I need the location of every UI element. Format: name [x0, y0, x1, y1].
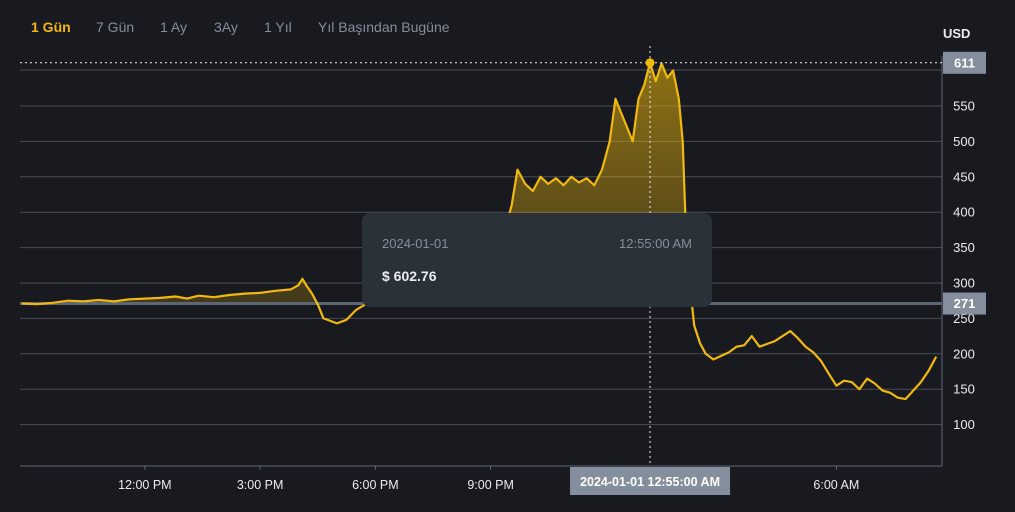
x-tick-5: 6:00 AM: [813, 478, 859, 492]
tooltip-time: 12:55:00 AM: [619, 236, 692, 251]
y-tick-300: 300: [953, 276, 975, 291]
hover-point: [645, 58, 655, 68]
y-tick-450: 450: [953, 169, 975, 184]
y-tick-200: 200: [953, 346, 975, 361]
price-tooltip: 2024-01-01 12:55:00 AM $ 602.76: [362, 213, 712, 307]
y-tick-400: 400: [953, 205, 975, 220]
max-price-badge: 611: [954, 55, 975, 70]
y-tick-250: 250: [953, 311, 975, 326]
tab-1-month[interactable]: 1 Ay: [160, 19, 187, 35]
tab-7-days[interactable]: 7 Gün: [96, 19, 135, 35]
tab-1-year[interactable]: 1 Yıl: [264, 19, 292, 35]
tooltip-date: 2024-01-01: [382, 236, 449, 251]
y-tick-150: 150: [953, 382, 975, 397]
baseline-price-badge-box: [943, 292, 986, 315]
baseline-price-badge: 271: [954, 296, 976, 311]
x-tick-0: 12:00 PM: [118, 478, 172, 492]
tab-3-months[interactable]: 3Ay: [214, 19, 238, 35]
tab-1-day[interactable]: 1 Gün: [31, 19, 71, 35]
y-tick-550: 550: [953, 99, 975, 114]
x-tick-3: 9:00 PM: [467, 478, 514, 492]
y-tick-500: 500: [953, 134, 975, 149]
y-tick-350: 350: [953, 240, 975, 255]
currency-label: USD: [943, 26, 971, 41]
tooltip-price: $ 602.76: [382, 268, 437, 284]
x-tick-1: 3:00 PM: [237, 478, 284, 492]
x-tick-2: 6:00 PM: [352, 478, 399, 492]
hover-time-badge: 2024-01-01 12:55:00 AM: [580, 475, 720, 489]
y-tick-100: 100: [953, 417, 975, 432]
hover-time-badge-box: [570, 467, 731, 495]
max-price-badge-box: [943, 51, 986, 74]
tab-year-to-date[interactable]: Yıl Başından Bugüne: [318, 19, 450, 35]
price-line: [21, 61, 938, 401]
